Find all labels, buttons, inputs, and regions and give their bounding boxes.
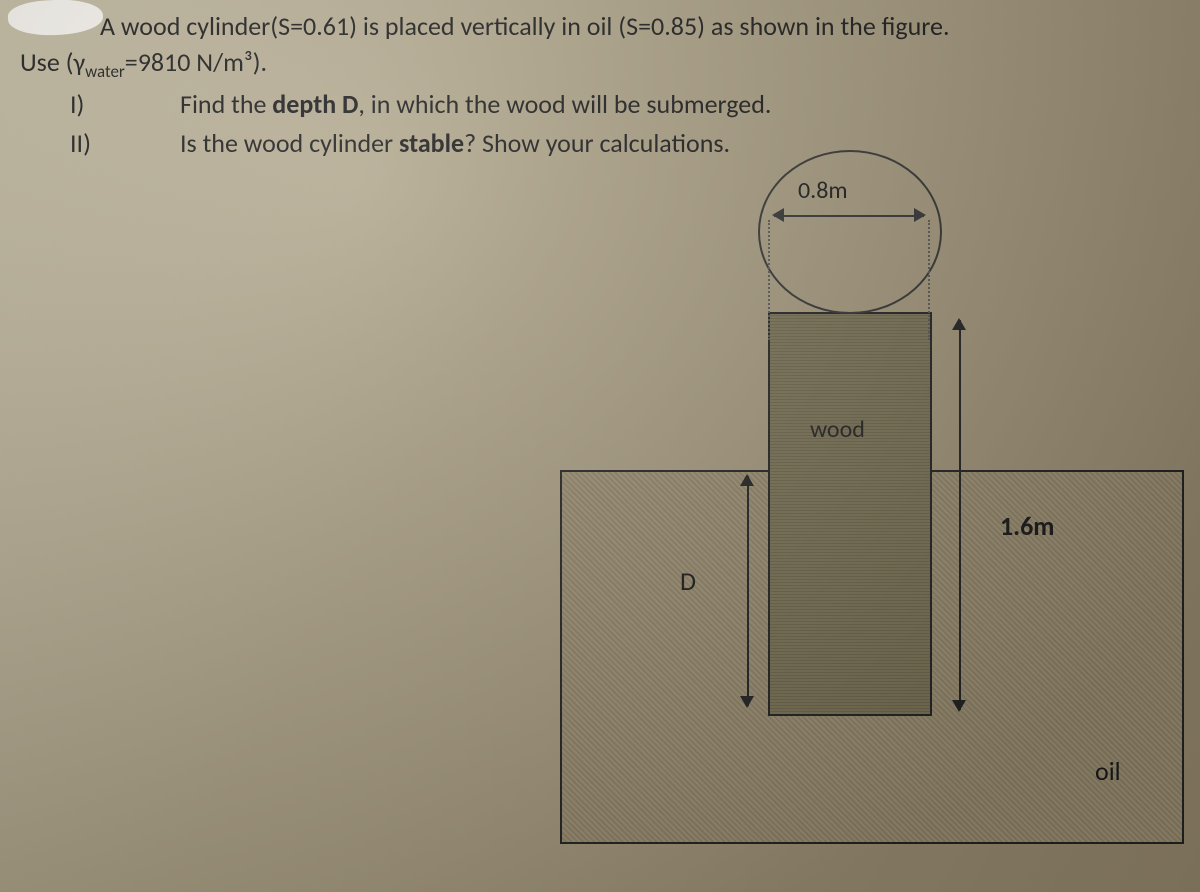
intro-line-2: Use (γwater=9810 N/m³).	[20, 44, 1180, 84]
height-label: 1.6m	[1000, 510, 1054, 542]
intro-line-1: A wood cylinder(S=0.61) is placed vertic…	[100, 8, 1180, 44]
arrowhead-right-icon	[914, 208, 926, 222]
intro2-sub: water	[85, 62, 125, 83]
question-1-row: I) Find the depth D, in which the wood w…	[20, 86, 1180, 122]
intro2-suffix: =9810 N/m³).	[125, 46, 267, 78]
intro2-prefix: Use (γ	[20, 46, 85, 78]
diameter-arrow-shaft	[774, 215, 924, 217]
arrowhead-down-icon	[952, 700, 966, 712]
question-2-row: II) Is the wood cylinder stable? Show yo…	[20, 125, 1180, 161]
q2-bold: stable	[399, 127, 464, 159]
q1-bold: depth D	[272, 88, 358, 120]
figure: 0.8m wood D 1.6m oil	[540, 160, 1200, 880]
wood-label: wood	[810, 415, 865, 444]
diameter-arrow	[774, 204, 924, 228]
depth-arrow-shaft	[747, 476, 749, 706]
height-arrow	[950, 320, 970, 710]
height-arrow-shaft	[959, 320, 961, 710]
projection-line-left	[768, 220, 770, 340]
wood-cylinder-rect	[768, 312, 932, 716]
page: A wood cylinder(S=0.61) is placed vertic…	[0, 0, 1200, 892]
q1-text: Find the depth D, in which the wood will…	[180, 86, 1180, 122]
arrowhead-down-icon	[740, 696, 754, 708]
diameter-label: 0.8m	[798, 176, 848, 205]
depth-label: D	[680, 565, 696, 597]
q2-post: ? Show your calculations.	[464, 127, 730, 159]
depth-arrow	[738, 476, 758, 706]
q2-pre: Is the wood cylinder	[180, 127, 399, 159]
q1-post: , in which the wood will be submerged.	[358, 88, 771, 120]
oil-label: oil	[1095, 755, 1121, 787]
projection-line-right	[928, 220, 930, 340]
problem-text: A wood cylinder(S=0.61) is placed vertic…	[20, 8, 1180, 161]
q1-number: I)	[20, 86, 180, 122]
cylinder-top-circle	[758, 150, 942, 314]
q2-text: Is the wood cylinder stable? Show your c…	[180, 125, 1180, 161]
q1-pre: Find the	[180, 88, 272, 120]
q2-number: II)	[20, 125, 180, 161]
